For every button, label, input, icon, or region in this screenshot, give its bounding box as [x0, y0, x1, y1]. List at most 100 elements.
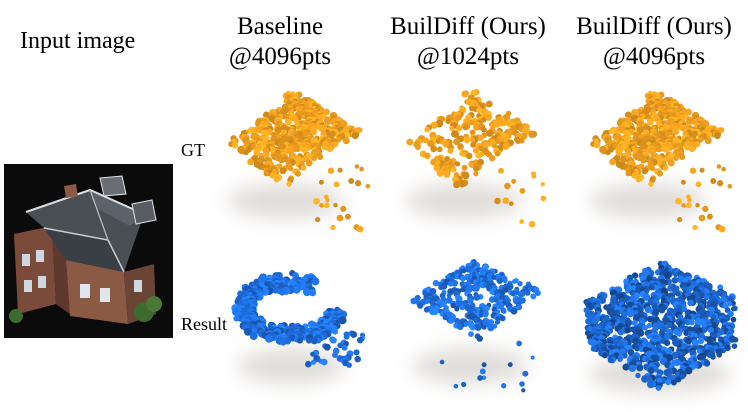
point [681, 203, 686, 208]
column-header-buildiff-4096: BuilDiff (Ours) @4096pts [562, 12, 746, 72]
point [473, 171, 479, 177]
point [663, 146, 671, 154]
point [511, 178, 517, 184]
point [447, 281, 454, 287]
point [450, 302, 456, 309]
point [677, 275, 685, 283]
point [354, 355, 361, 363]
point [481, 375, 487, 380]
point [590, 345, 597, 352]
point [481, 324, 487, 330]
row-label-result: Result [181, 314, 228, 334]
point [310, 351, 316, 357]
point [354, 180, 362, 187]
result-point-cloud-buildiff-1024 [410, 259, 541, 393]
point [446, 292, 452, 298]
gt-point-cloud-buildiff-1024 [406, 89, 547, 228]
point [457, 324, 464, 331]
point [684, 366, 693, 375]
point [502, 277, 508, 284]
point [716, 352, 722, 358]
point [350, 331, 358, 338]
point [343, 131, 351, 139]
point [675, 376, 682, 383]
point [278, 288, 286, 296]
point [340, 205, 347, 213]
point [516, 340, 522, 347]
point [490, 122, 497, 129]
point [477, 134, 484, 141]
point [351, 132, 359, 140]
point [718, 225, 726, 233]
point [649, 165, 656, 172]
point [274, 126, 283, 134]
point [330, 337, 337, 344]
point [615, 287, 622, 293]
point [475, 152, 482, 159]
point [341, 344, 348, 351]
point [648, 181, 654, 187]
point [292, 285, 301, 294]
point [663, 339, 671, 346]
point [482, 312, 489, 318]
point [323, 108, 330, 116]
point [685, 108, 692, 116]
point [269, 172, 276, 179]
point [608, 128, 615, 135]
point [447, 148, 454, 154]
point [338, 316, 347, 325]
point [457, 143, 464, 150]
point [320, 358, 328, 366]
point [311, 277, 320, 286]
point [472, 147, 480, 154]
point [625, 170, 631, 177]
point [439, 359, 445, 365]
point [631, 272, 639, 279]
point [436, 146, 443, 153]
point [481, 127, 487, 133]
point [673, 155, 679, 161]
point [499, 120, 506, 127]
point [687, 118, 694, 125]
point [698, 292, 705, 299]
point [476, 335, 483, 342]
point [685, 202, 692, 209]
point [333, 202, 338, 208]
point [294, 170, 302, 177]
point [424, 126, 431, 133]
point [695, 202, 700, 208]
point [354, 164, 360, 169]
point [676, 330, 683, 337]
point [296, 337, 303, 344]
point [601, 352, 608, 359]
point [512, 278, 517, 284]
point [716, 180, 724, 187]
point [319, 203, 324, 208]
point [317, 114, 324, 121]
point [491, 274, 497, 280]
point [703, 295, 710, 301]
point [671, 276, 679, 284]
point [247, 158, 254, 166]
point [470, 141, 477, 148]
point-cloud-shadow [590, 183, 706, 219]
point [337, 167, 343, 173]
point [429, 131, 437, 139]
point [336, 214, 344, 222]
point [662, 165, 669, 171]
point [517, 281, 523, 287]
point [641, 167, 649, 175]
point-cloud-shadow [412, 348, 529, 384]
point [494, 150, 501, 157]
point [496, 277, 503, 285]
point [294, 146, 300, 152]
point [675, 291, 681, 297]
point [502, 197, 510, 205]
point [730, 316, 737, 323]
point [325, 197, 330, 203]
point [414, 144, 421, 150]
point [310, 128, 318, 136]
point [326, 145, 334, 153]
point [635, 176, 642, 183]
point [473, 165, 480, 172]
